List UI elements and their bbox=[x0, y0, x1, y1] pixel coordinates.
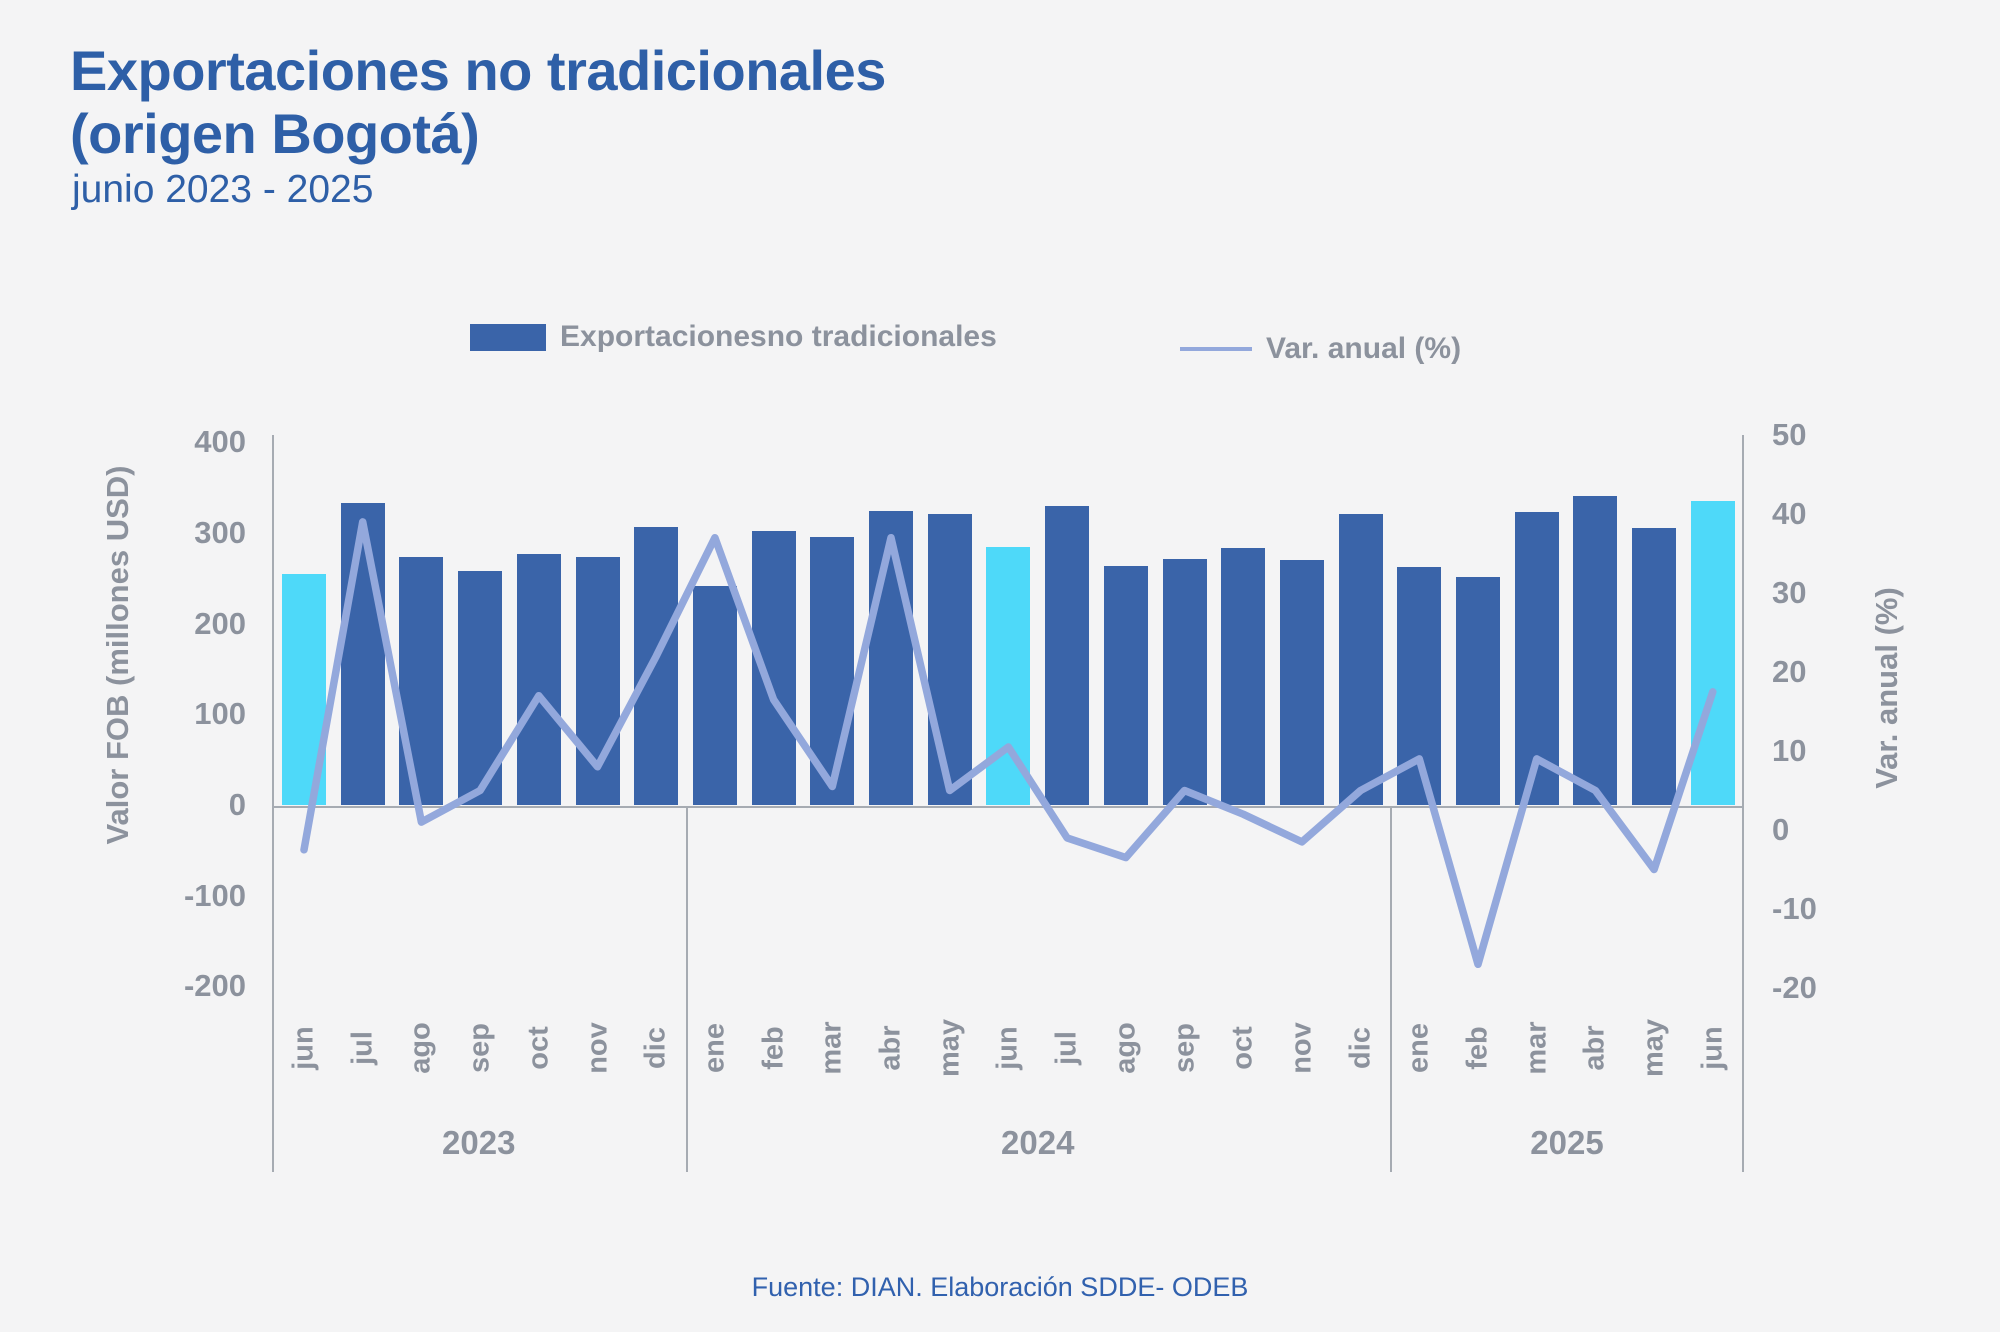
month-label-dic-2024: dic bbox=[1344, 1027, 1377, 1069]
bar-ago-2024 bbox=[1103, 565, 1148, 805]
bar-nov-2024 bbox=[1279, 560, 1324, 805]
month-label-jul-2023: jul bbox=[346, 1031, 379, 1065]
month-label-ago-2024: ago bbox=[1109, 1022, 1142, 1074]
bar-dic-2023 bbox=[634, 526, 679, 805]
month-label-may-2024: may bbox=[933, 1018, 966, 1078]
month-label-jun-2025: jun bbox=[1696, 1026, 1729, 1070]
var-anual-line bbox=[300, 518, 1717, 969]
bar-oct-2024 bbox=[1221, 548, 1266, 805]
right-tick-0: 0 bbox=[1772, 812, 1790, 847]
month-label-ene-2025: ene bbox=[1402, 1023, 1435, 1073]
bar-jun-2025 bbox=[1690, 501, 1735, 805]
month-label-mar-2024: mar bbox=[815, 1021, 848, 1075]
legend: Exportacionesno tradicionales Var. anual… bbox=[0, 318, 2000, 374]
left-tick-0: 0 bbox=[228, 787, 246, 822]
month-label-jun-2024: jun bbox=[991, 1026, 1024, 1070]
page-title: Exportaciones no tradicionales (origen B… bbox=[70, 39, 886, 165]
left-tick--100: -100 bbox=[183, 877, 246, 913]
bar-feb-2025 bbox=[1456, 576, 1500, 805]
month-label-sep-2023: sep bbox=[463, 1023, 496, 1073]
year-separator bbox=[685, 807, 688, 1172]
month-label-mar-2025: mar bbox=[1520, 1021, 1553, 1075]
bar-oct-2023 bbox=[516, 553, 561, 805]
month-label-nov-2024: nov bbox=[1285, 1022, 1318, 1074]
left-tick-300: 300 bbox=[194, 514, 246, 550]
year-separator bbox=[1389, 807, 1392, 1172]
title-line-1: Exportaciones no tradicionales bbox=[70, 39, 886, 102]
month-label-ago-2023: ago bbox=[404, 1022, 437, 1074]
month-label-dic-2023: dic bbox=[639, 1027, 672, 1069]
right-tick-10: 10 bbox=[1772, 733, 1807, 768]
bar-may-2025 bbox=[1632, 527, 1677, 805]
left-axis-line bbox=[272, 435, 274, 1172]
bar-jul-2024 bbox=[1045, 505, 1090, 805]
bar-sep-2024 bbox=[1162, 559, 1207, 805]
month-label-ene-2024: ene bbox=[698, 1023, 731, 1073]
legend-bars-label: Exportacionesno tradicionales bbox=[560, 320, 997, 353]
bar-may-2024 bbox=[927, 513, 972, 805]
month-label-feb-2024: feb bbox=[757, 1026, 790, 1070]
month-label-jul-2024: jul bbox=[1050, 1031, 1083, 1065]
month-label-oct-2023: oct bbox=[522, 1026, 555, 1070]
right-tick-30: 30 bbox=[1772, 575, 1807, 610]
legend-item-line: Var. anual (%) bbox=[1180, 332, 1461, 366]
month-label-jun-2023: jun bbox=[287, 1026, 320, 1070]
legend-item-bars: Exportacionesno tradicionales bbox=[470, 320, 997, 354]
line-series-swatch bbox=[1180, 347, 1252, 351]
year-label-2025: 2025 bbox=[1530, 1124, 1604, 1161]
left-tick-100: 100 bbox=[194, 696, 246, 732]
month-label-abr-2025: abr bbox=[1578, 1025, 1611, 1071]
right-axis-line bbox=[1742, 435, 1744, 1172]
left-tick-200: 200 bbox=[194, 605, 246, 641]
month-label-sep-2024: sep bbox=[1168, 1023, 1200, 1073]
page-subtitle: junio 2023 - 2025 bbox=[72, 168, 374, 211]
right-tick-50: 50 bbox=[1772, 417, 1807, 452]
right-tick--20: -20 bbox=[1772, 970, 1817, 1005]
month-label-oct-2024: oct bbox=[1226, 1026, 1259, 1070]
month-label-feb-2025: feb bbox=[1461, 1026, 1494, 1070]
month-label-may-2025: may bbox=[1637, 1018, 1670, 1078]
year-label-2023: 2023 bbox=[442, 1124, 516, 1161]
bar-abr-2025 bbox=[1573, 495, 1618, 805]
bar-abr-2024 bbox=[869, 511, 913, 805]
month-label-abr-2024: abr bbox=[874, 1025, 907, 1071]
left-tick-400: 400 bbox=[194, 424, 246, 460]
right-tick--10: -10 bbox=[1772, 891, 1817, 926]
x-axis-baseline bbox=[272, 806, 1744, 808]
legend-line-label: Var. anual (%) bbox=[1266, 332, 1462, 365]
left-tick--200: -200 bbox=[183, 968, 246, 1004]
right-tick-20: 20 bbox=[1772, 654, 1807, 689]
title-line-2: (origen Bogotá) bbox=[70, 101, 480, 165]
month-label-nov-2023: nov bbox=[581, 1022, 613, 1074]
bar-series-swatch bbox=[470, 323, 546, 351]
right-tick-40: 40 bbox=[1772, 496, 1807, 531]
bar-jul-2023 bbox=[340, 503, 385, 805]
year-label-2024: 2024 bbox=[1001, 1124, 1075, 1161]
source-footer: Fuente: DIAN. Elaboración SDDE- ODEB bbox=[751, 1272, 1249, 1302]
bar-dic-2024 bbox=[1338, 513, 1383, 805]
bar-ene-2024 bbox=[692, 586, 737, 805]
